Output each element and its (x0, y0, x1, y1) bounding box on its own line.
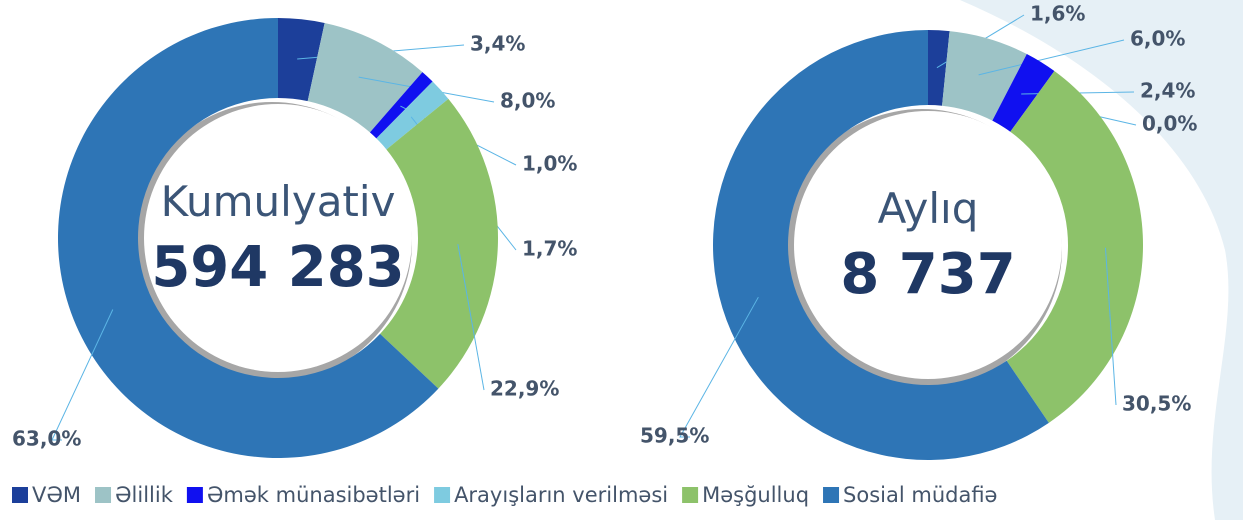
leader-line (51, 309, 114, 441)
legend-label: Sosial müdafiə (843, 483, 997, 507)
value-label: 30,5% (1122, 392, 1191, 416)
value-label: 1,0% (522, 152, 577, 176)
value-label: 8,0% (500, 89, 555, 113)
legend-swatch (186, 487, 203, 503)
center-label: Kumulyativ (161, 177, 396, 226)
inner-circle (794, 111, 1062, 379)
legend-swatch (434, 487, 451, 503)
donut-slice (942, 31, 1027, 121)
leader-line (978, 39, 1125, 76)
value-label: 1,7% (522, 237, 577, 261)
leader-line (679, 296, 759, 438)
leader-line (457, 244, 485, 391)
donut-slice (57, 18, 439, 458)
value-label: 3,4% (470, 32, 525, 56)
donut-slice (278, 18, 325, 102)
legend-label: Əlillik (115, 483, 174, 507)
value-label: 0,0% (1142, 112, 1197, 136)
legend-label: Arayışların verilməsi (454, 483, 668, 507)
center-label: Aylıq (878, 184, 979, 233)
legend-swatch (95, 487, 112, 503)
value-label: 22,9% (490, 377, 559, 401)
value-label: 63,0% (12, 427, 81, 451)
center-value: 8 737 (840, 242, 1015, 307)
donut-slice (376, 81, 449, 150)
donut-slice (992, 54, 1055, 132)
donut-slice (712, 30, 1049, 461)
donut-slice (928, 30, 950, 106)
legend-label: Məşğulluq (702, 483, 809, 507)
donut-slice (307, 23, 423, 133)
donut-slice (369, 72, 433, 139)
leader-line (1104, 247, 1117, 406)
value-label: 2,4% (1140, 79, 1195, 103)
donut-slice (380, 98, 498, 389)
legend-swatch (823, 487, 840, 503)
legend-label: VƏM (32, 483, 81, 507)
value-label: 59,5% (640, 424, 709, 448)
donut-slice (1006, 71, 1143, 423)
legend-swatch (682, 487, 699, 503)
center-value: 594 283 (151, 235, 404, 300)
legend-label: Əmək münasibətləri (207, 483, 420, 507)
map-background (960, 0, 1243, 520)
inner-circle (144, 104, 412, 372)
value-label: 1,6% (1030, 2, 1085, 26)
value-label: 6,0% (1130, 27, 1185, 51)
legend-swatch (12, 487, 28, 503)
